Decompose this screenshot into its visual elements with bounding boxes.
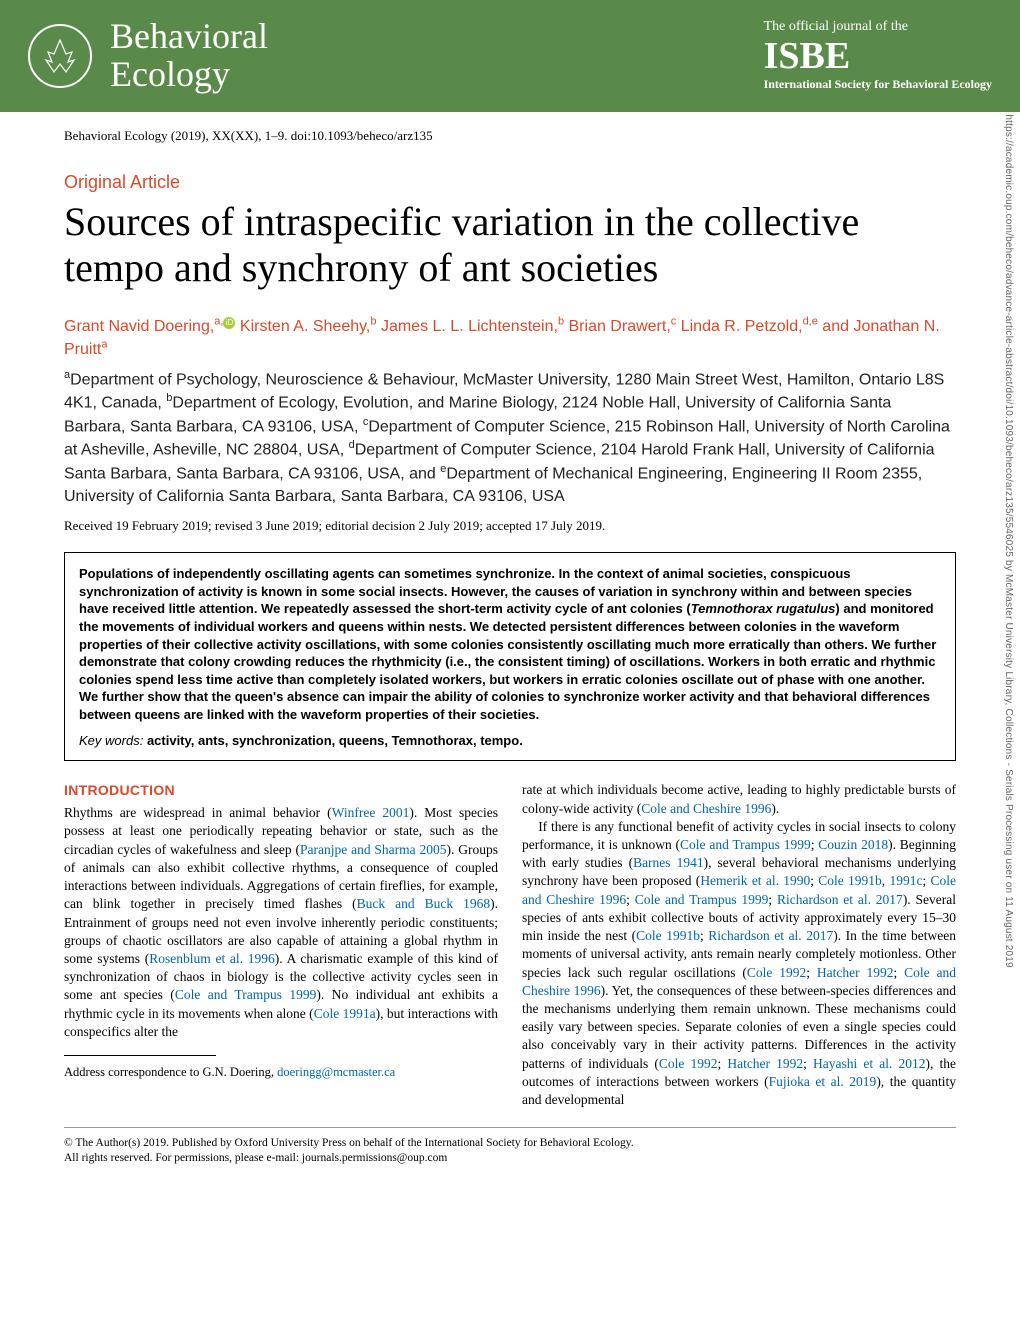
author-first: Grant Navid Doering,a, — [64, 318, 223, 335]
ref-link[interactable]: Hatcher 1992 — [727, 1056, 803, 1071]
article-content: Behavioral Ecology (2019), XX(XX), 1–9. … — [0, 112, 1020, 1191]
author-list: Grant Navid Doering,a,iD Kirsten A. Shee… — [64, 315, 956, 362]
keywords-label: Key words: — [79, 733, 143, 748]
copyright-line1: © The Author(s) 2019. Published by Oxfor… — [64, 1136, 956, 1151]
society-fullname: International Society for Behavioral Eco… — [764, 77, 992, 92]
ref-link[interactable]: Cole 1991b — [818, 873, 882, 888]
ref-link[interactable]: Richardson et al. 2017 — [708, 928, 833, 943]
intro-paragraph-2: If there is any functional benefit of ac… — [522, 818, 956, 1110]
orcid-icon[interactable]: iD — [223, 317, 235, 329]
journal-title: Behavioral Ecology — [110, 18, 268, 94]
ref-link[interactable]: Rosenblum et al. 1996 — [149, 951, 275, 966]
society-logo — [28, 24, 92, 88]
ref-link[interactable]: Cole 1992 — [747, 965, 806, 980]
copyright-line2: All rights reserved. For permissions, pl… — [64, 1151, 956, 1166]
journal-title-line2: Ecology — [110, 56, 268, 94]
correspondence: Address correspondence to G.N. Doering, … — [64, 1064, 498, 1081]
article-type: Original Article — [64, 172, 956, 193]
ref-link[interactable]: Buck and Buck 1968 — [357, 896, 490, 911]
abstract-text: Populations of independently oscillating… — [79, 565, 941, 723]
society-block: The official journal of the ISBE Interna… — [764, 19, 992, 92]
article-title: Sources of intraspecific variation in th… — [64, 199, 956, 291]
society-acronym: ISBE — [764, 37, 992, 75]
ref-link[interactable]: 1991c — [889, 873, 922, 888]
journal-title-line1: Behavioral — [110, 18, 268, 56]
column-right: rate at which individuals become active,… — [522, 781, 956, 1109]
copyright: © The Author(s) 2019. Published by Oxfor… — [64, 1136, 956, 1166]
ref-link[interactable]: Winfree 2001 — [332, 805, 410, 820]
keywords: Key words: activity, ants, synchronizati… — [79, 733, 941, 748]
body-columns: INTRODUCTION Rhythms are widespread in a… — [64, 781, 956, 1109]
ref-link[interactable]: Cole and Trampus 1999 — [175, 987, 317, 1002]
footer-rule — [64, 1127, 956, 1128]
column-left: INTRODUCTION Rhythms are widespread in a… — [64, 781, 498, 1109]
ref-link[interactable]: Richardson et al. 2017 — [777, 892, 903, 907]
ref-link[interactable]: Hayashi et al. 2012 — [813, 1056, 925, 1071]
ref-link[interactable]: Cole 1991a — [314, 1006, 376, 1021]
intro-paragraph: Rhythms are widespread in animal behavio… — [64, 804, 498, 1041]
ref-link[interactable]: Hatcher 1992 — [817, 965, 894, 980]
correspondence-email[interactable]: doeringg@mcmaster.ca — [277, 1065, 395, 1079]
ref-link[interactable]: Paranjpe and Sharma 2005 — [300, 842, 447, 857]
citation-line: Behavioral Ecology (2019), XX(XX), 1–9. … — [64, 128, 956, 144]
article-dates: Received 19 February 2019; revised 3 Jun… — [64, 518, 956, 534]
society-tagline: The official journal of the — [764, 19, 992, 35]
abstract-box: Populations of independently oscillating… — [64, 552, 956, 761]
keywords-list: activity, ants, synchronization, queens,… — [147, 733, 523, 748]
ref-link[interactable]: Fujioka et al. 2019 — [769, 1074, 877, 1089]
footnote-rule — [64, 1055, 216, 1056]
ref-link[interactable]: Barnes 1941 — [633, 855, 704, 870]
ref-link[interactable]: Hemerik et al. 1990 — [700, 873, 810, 888]
ref-link[interactable]: Couzin 2018 — [818, 837, 888, 852]
journal-header: Behavioral Ecology The official journal … — [0, 0, 1020, 112]
affiliations: aDepartment of Psychology, Neuroscience … — [64, 368, 956, 509]
ref-link[interactable]: Cole and Cheshire 1996 — [641, 801, 771, 816]
ref-link[interactable]: Cole and Trampus 1999 — [635, 892, 769, 907]
logo-icon — [40, 36, 80, 76]
ref-link[interactable]: Cole 1991b — [636, 928, 700, 943]
intro-paragraph-cont: rate at which individuals become active,… — [522, 781, 956, 817]
ref-link[interactable]: Cole and Trampus 1999 — [680, 837, 811, 852]
ref-link[interactable]: Cole 1992 — [659, 1056, 718, 1071]
section-heading-intro: INTRODUCTION — [64, 781, 498, 800]
